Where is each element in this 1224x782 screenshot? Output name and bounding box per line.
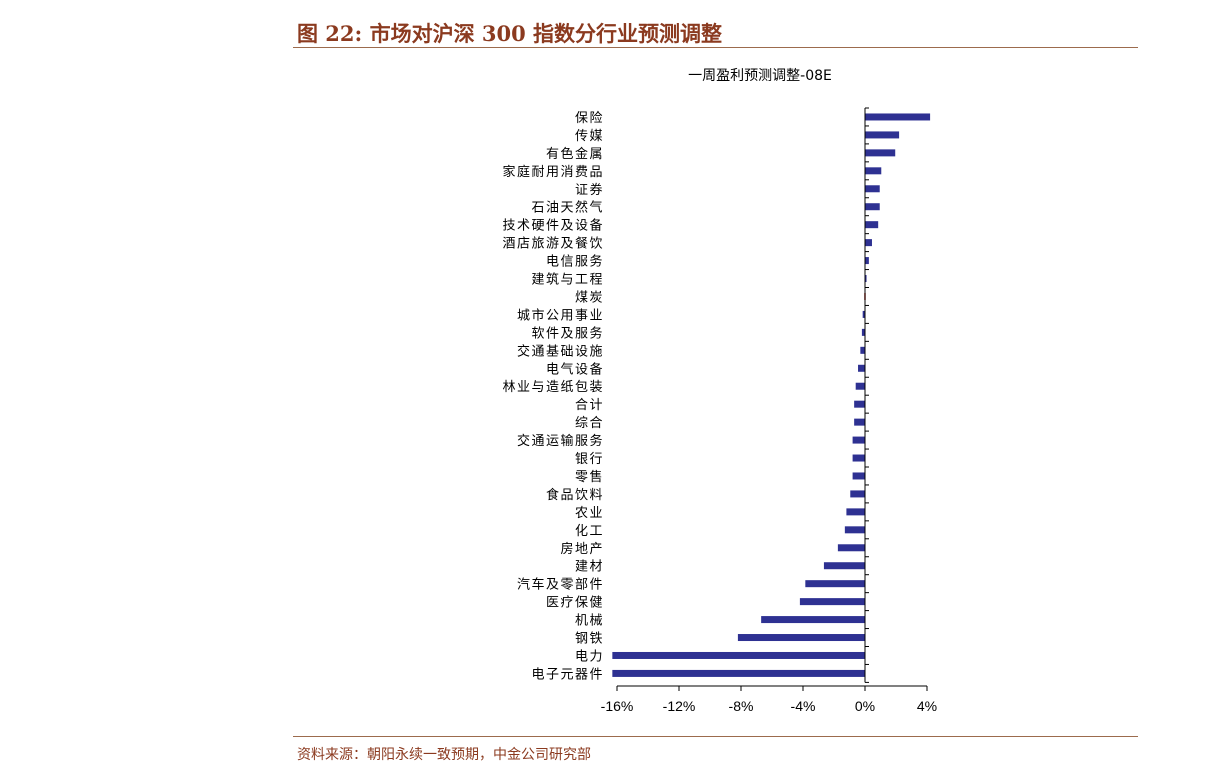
category-label: 石油天然气 bbox=[531, 200, 604, 216]
category-label: 医疗保健 bbox=[546, 596, 604, 611]
x-tick-label: -16% bbox=[601, 698, 634, 714]
bar-15 bbox=[858, 364, 865, 372]
category-label: 保险 bbox=[575, 111, 604, 126]
category-label: 城市公用事业 bbox=[517, 307, 604, 323]
bar-17 bbox=[854, 400, 865, 408]
category-label: 证券 bbox=[575, 182, 604, 198]
bar-10 bbox=[865, 275, 867, 283]
bar-19 bbox=[852, 436, 865, 444]
category-label: 房地产 bbox=[560, 541, 604, 557]
category-label: 林业与造纸包装 bbox=[502, 380, 604, 395]
category-label: 食品饮料 bbox=[546, 487, 604, 503]
x-tick-label: -4% bbox=[791, 698, 816, 714]
bar-21 bbox=[852, 472, 865, 480]
category-label: 农业 bbox=[575, 506, 604, 521]
category-label: 建筑与工程 bbox=[531, 272, 604, 288]
bar-24 bbox=[844, 526, 865, 534]
category-label: 合计 bbox=[575, 398, 604, 413]
bar-2 bbox=[865, 131, 900, 139]
category-labels-group: 保险传媒有色金属家庭耐用消费品证券石油天然气技术硬件及设备酒店旅游及餐饮电信服务… bbox=[502, 111, 604, 682]
bar-13 bbox=[861, 328, 865, 336]
category-label: 电子元器件 bbox=[531, 667, 604, 682]
chart-title: 一周盈利预测调整-08E bbox=[688, 68, 832, 84]
axes-group: -16% -12% -8% -4% 0% 4% bbox=[601, 107, 937, 714]
category-label: 化工 bbox=[575, 524, 604, 539]
category-label: 钢铁 bbox=[575, 632, 604, 647]
bar-22 bbox=[850, 490, 865, 498]
x-tick-label: -12% bbox=[663, 698, 696, 714]
bar-20 bbox=[852, 454, 865, 462]
bar-27 bbox=[805, 580, 865, 588]
bar-4 bbox=[865, 167, 882, 175]
bar-14 bbox=[860, 346, 865, 354]
bar-6 bbox=[865, 203, 880, 211]
category-label: 酒店旅游及餐饮 bbox=[502, 236, 604, 252]
bar-29 bbox=[761, 616, 865, 624]
category-label: 机械 bbox=[575, 614, 604, 629]
bar-16 bbox=[855, 382, 865, 390]
bar-12 bbox=[862, 310, 865, 318]
footer-divider bbox=[293, 736, 1138, 737]
bar-25 bbox=[837, 544, 865, 552]
bar-1 bbox=[865, 113, 931, 121]
bar-28 bbox=[799, 598, 865, 606]
bar-5 bbox=[865, 185, 880, 193]
bar-31 bbox=[612, 651, 865, 659]
category-label: 汽车及零部件 bbox=[517, 577, 604, 593]
figure-title: 图 22: 市场对沪深 300 指数分行业预测调整 bbox=[297, 21, 723, 46]
bar-3 bbox=[865, 149, 896, 157]
bar-26 bbox=[823, 562, 865, 570]
category-label: 传媒 bbox=[575, 129, 604, 144]
category-label: 煤炭 bbox=[575, 290, 604, 305]
bar-8 bbox=[865, 239, 872, 247]
category-label: 建材 bbox=[575, 560, 604, 575]
source-note: 资料来源：朝阳永续一致预期，中金公司研究部 bbox=[297, 747, 591, 763]
category-label: 交通基础设施 bbox=[517, 343, 604, 359]
category-label: 零售 bbox=[575, 469, 604, 485]
bar-7 bbox=[865, 221, 879, 229]
category-label: 银行 bbox=[575, 452, 604, 467]
bar-18 bbox=[854, 418, 865, 426]
bar-32 bbox=[612, 669, 865, 677]
category-label: 电气设备 bbox=[546, 361, 604, 377]
x-tick-label: 0% bbox=[855, 698, 875, 714]
bar-30 bbox=[737, 634, 865, 642]
category-label: 家庭耐用消费品 bbox=[502, 164, 604, 180]
category-label: 电力 bbox=[575, 649, 604, 664]
category-label: 有色金属 bbox=[546, 146, 604, 162]
bar-9 bbox=[865, 257, 869, 265]
bars-group bbox=[612, 113, 931, 677]
x-tick-label: -8% bbox=[729, 698, 754, 714]
category-label: 综合 bbox=[575, 416, 604, 431]
x-tick-label: 4% bbox=[917, 698, 937, 714]
category-label: 软件及服务 bbox=[531, 325, 604, 341]
category-label: 交通运输服务 bbox=[517, 433, 604, 449]
title-divider bbox=[293, 47, 1138, 48]
bar-23 bbox=[846, 508, 865, 516]
category-label: 电信服务 bbox=[546, 254, 604, 270]
category-label: 技术硬件及设备 bbox=[502, 218, 604, 234]
